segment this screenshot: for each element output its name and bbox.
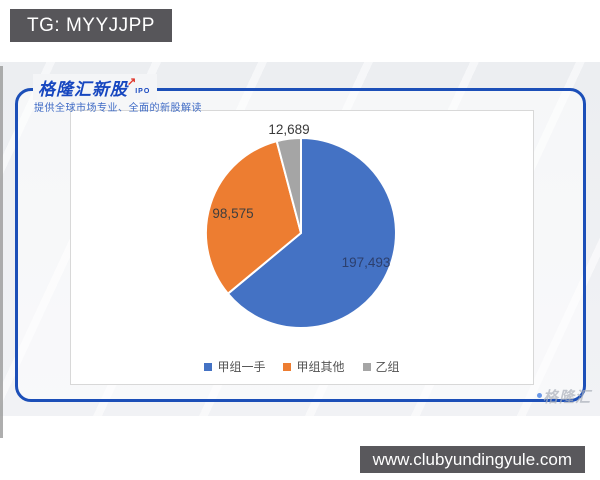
tg-banner: TG: MYYJJPP (10, 9, 172, 42)
pie-slice-1 (204, 140, 302, 295)
brand-logo-text: 格隆汇新股 (38, 79, 128, 99)
legend-swatch-icon (283, 362, 292, 371)
legend-item-group-b: 乙组 (362, 358, 400, 375)
brand-logo-ipo-label: IPO (135, 87, 151, 95)
pie-slice-0 (226, 137, 397, 329)
legend-item-group-a-one-lot: 甲组一手 (204, 358, 265, 375)
watermark-text: 格隆汇 (543, 389, 592, 406)
pie-chart (204, 136, 397, 329)
legend-swatch-icon (204, 362, 213, 371)
left-edge-strip (0, 66, 3, 438)
legend-swatch-icon (362, 362, 371, 371)
legend-item-group-a-other: 甲组其他 (283, 358, 345, 375)
chart-legend: 甲组一手 甲组其他 乙组 (71, 358, 533, 375)
watermark-dot-icon (537, 393, 542, 398)
slice-label-group-a-one-lot: 197,493 (341, 255, 391, 270)
legend-label: 甲组其他 (296, 360, 345, 374)
legend-label: 乙组 (375, 360, 400, 374)
chart-panel: 197,493 98,575 12,689 甲组一手 甲组其他 乙组 (70, 110, 534, 385)
site-url-banner: www.clubyundingyule.com (359, 446, 585, 473)
pie-slice-2 (275, 136, 302, 234)
legend-label: 甲组一手 (217, 360, 266, 374)
slice-label-group-b: 12,689 (268, 122, 310, 137)
slice-label-group-a-other: 98,575 (212, 206, 254, 221)
brand-logo: 格隆汇新股 ↗ IPO (33, 74, 158, 100)
gelonghui-watermark: 格隆汇 (537, 386, 591, 407)
brand-tagline: 提供全球市场专业、全面的新股解读 (34, 103, 202, 114)
up-arrow-icon: ↗ (127, 75, 137, 88)
